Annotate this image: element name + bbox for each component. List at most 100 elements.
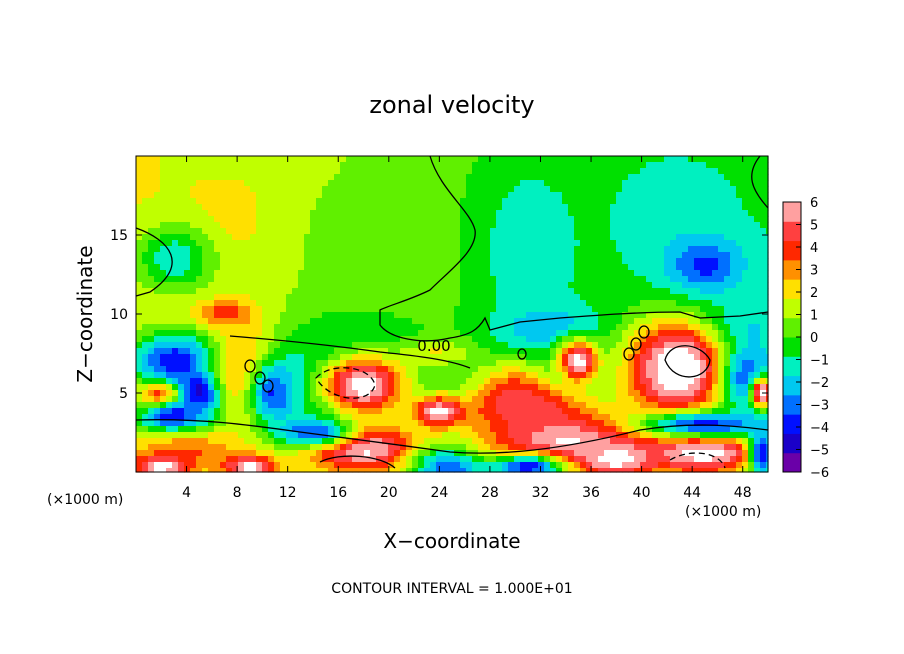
heatmap-cell [268, 240, 275, 247]
heatmap-cell [448, 258, 455, 265]
heatmap-cell [202, 390, 209, 397]
heatmap-cell [478, 246, 485, 253]
heatmap-cell [160, 204, 167, 211]
heatmap-cell [568, 366, 575, 373]
heatmap-cell [514, 246, 521, 253]
heatmap-cell [430, 216, 437, 223]
heatmap-cell [520, 270, 527, 277]
heatmap-cell [544, 288, 551, 295]
heatmap-cell [256, 336, 263, 343]
heatmap-cell [652, 432, 659, 439]
heatmap-cell [382, 312, 389, 319]
heatmap-cell [592, 168, 599, 175]
heatmap-cell [406, 234, 413, 241]
heatmap-cell [748, 198, 755, 205]
heatmap-cell [394, 414, 401, 421]
heatmap-cell [148, 222, 155, 229]
heatmap-cell [244, 336, 251, 343]
heatmap-cell [448, 162, 455, 169]
heatmap-cell [568, 384, 575, 391]
heatmap-cell [268, 318, 275, 325]
heatmap-cell [142, 258, 149, 265]
heatmap-cell [352, 354, 359, 361]
heatmap-cell [334, 162, 341, 169]
heatmap-cell [136, 240, 143, 247]
heatmap-cell [196, 402, 203, 409]
heatmap-cell [226, 168, 233, 175]
heatmap-cell [220, 264, 227, 271]
heatmap-cell [358, 354, 365, 361]
heatmap-cell [262, 414, 269, 421]
heatmap-cell [136, 378, 143, 385]
heatmap-cell [268, 204, 275, 211]
heatmap-cell [328, 390, 335, 397]
heatmap-cell [544, 270, 551, 277]
heatmap-cell [334, 156, 341, 163]
heatmap-cell [310, 210, 317, 217]
heatmap-cell [262, 240, 269, 247]
heatmap-cell [394, 408, 401, 415]
heatmap-cell [448, 240, 455, 247]
heatmap-cell [280, 282, 287, 289]
heatmap-cell [178, 408, 185, 415]
heatmap-cell [640, 288, 647, 295]
heatmap-cell [610, 336, 617, 343]
heatmap-cell [532, 396, 539, 403]
heatmap-cell [208, 438, 215, 445]
heatmap-cell [346, 270, 353, 277]
heatmap-cell [556, 240, 563, 247]
heatmap-cell [304, 372, 311, 379]
heatmap-cell [310, 408, 317, 415]
heatmap-cell [658, 270, 665, 277]
heatmap-cell [556, 282, 563, 289]
heatmap-cell [688, 336, 695, 343]
heatmap-cell [370, 402, 377, 409]
heatmap-cell [712, 240, 719, 247]
heatmap-cell [682, 390, 689, 397]
heatmap-cell [190, 192, 197, 199]
heatmap-cell [370, 366, 377, 373]
heatmap-cell [502, 210, 509, 217]
heatmap-cell [160, 216, 167, 223]
heatmap-cell [328, 174, 335, 181]
heatmap-cell [586, 234, 593, 241]
heatmap-cell [646, 354, 653, 361]
heatmap-cell [532, 408, 539, 415]
heatmap-cell [400, 264, 407, 271]
heatmap-cell [154, 354, 161, 361]
heatmap-cell [646, 192, 653, 199]
heatmap-cell [478, 186, 485, 193]
heatmap-cell [166, 294, 173, 301]
heatmap-cell [154, 288, 161, 295]
heatmap-cell [736, 300, 743, 307]
heatmap-cell [310, 402, 317, 409]
heatmap-cell [316, 192, 323, 199]
heatmap-cell [346, 240, 353, 247]
heatmap-cell [550, 414, 557, 421]
heatmap-cell [490, 246, 497, 253]
heatmap-cell [274, 174, 281, 181]
heatmap-cell [298, 408, 305, 415]
heatmap-cell [268, 264, 275, 271]
heatmap-cell [412, 420, 419, 427]
heatmap-cell [502, 432, 509, 439]
heatmap-cell [472, 282, 479, 289]
heatmap-cell [544, 378, 551, 385]
heatmap-cell [280, 234, 287, 241]
heatmap-cell [202, 198, 209, 205]
heatmap-cell [748, 324, 755, 331]
heatmap-cell [184, 234, 191, 241]
heatmap-cell [484, 156, 491, 163]
heatmap-cell [508, 354, 515, 361]
heatmap-cell [256, 342, 263, 349]
heatmap-cell [454, 342, 461, 349]
heatmap-cell [556, 216, 563, 223]
heatmap-cell [556, 366, 563, 373]
heatmap-cell [568, 414, 575, 421]
heatmap-cell [628, 288, 635, 295]
heatmap-cell [286, 372, 293, 379]
heatmap-cell [430, 330, 437, 337]
heatmap-cell [694, 378, 701, 385]
heatmap-cell [328, 414, 335, 421]
heatmap-cell [310, 204, 317, 211]
